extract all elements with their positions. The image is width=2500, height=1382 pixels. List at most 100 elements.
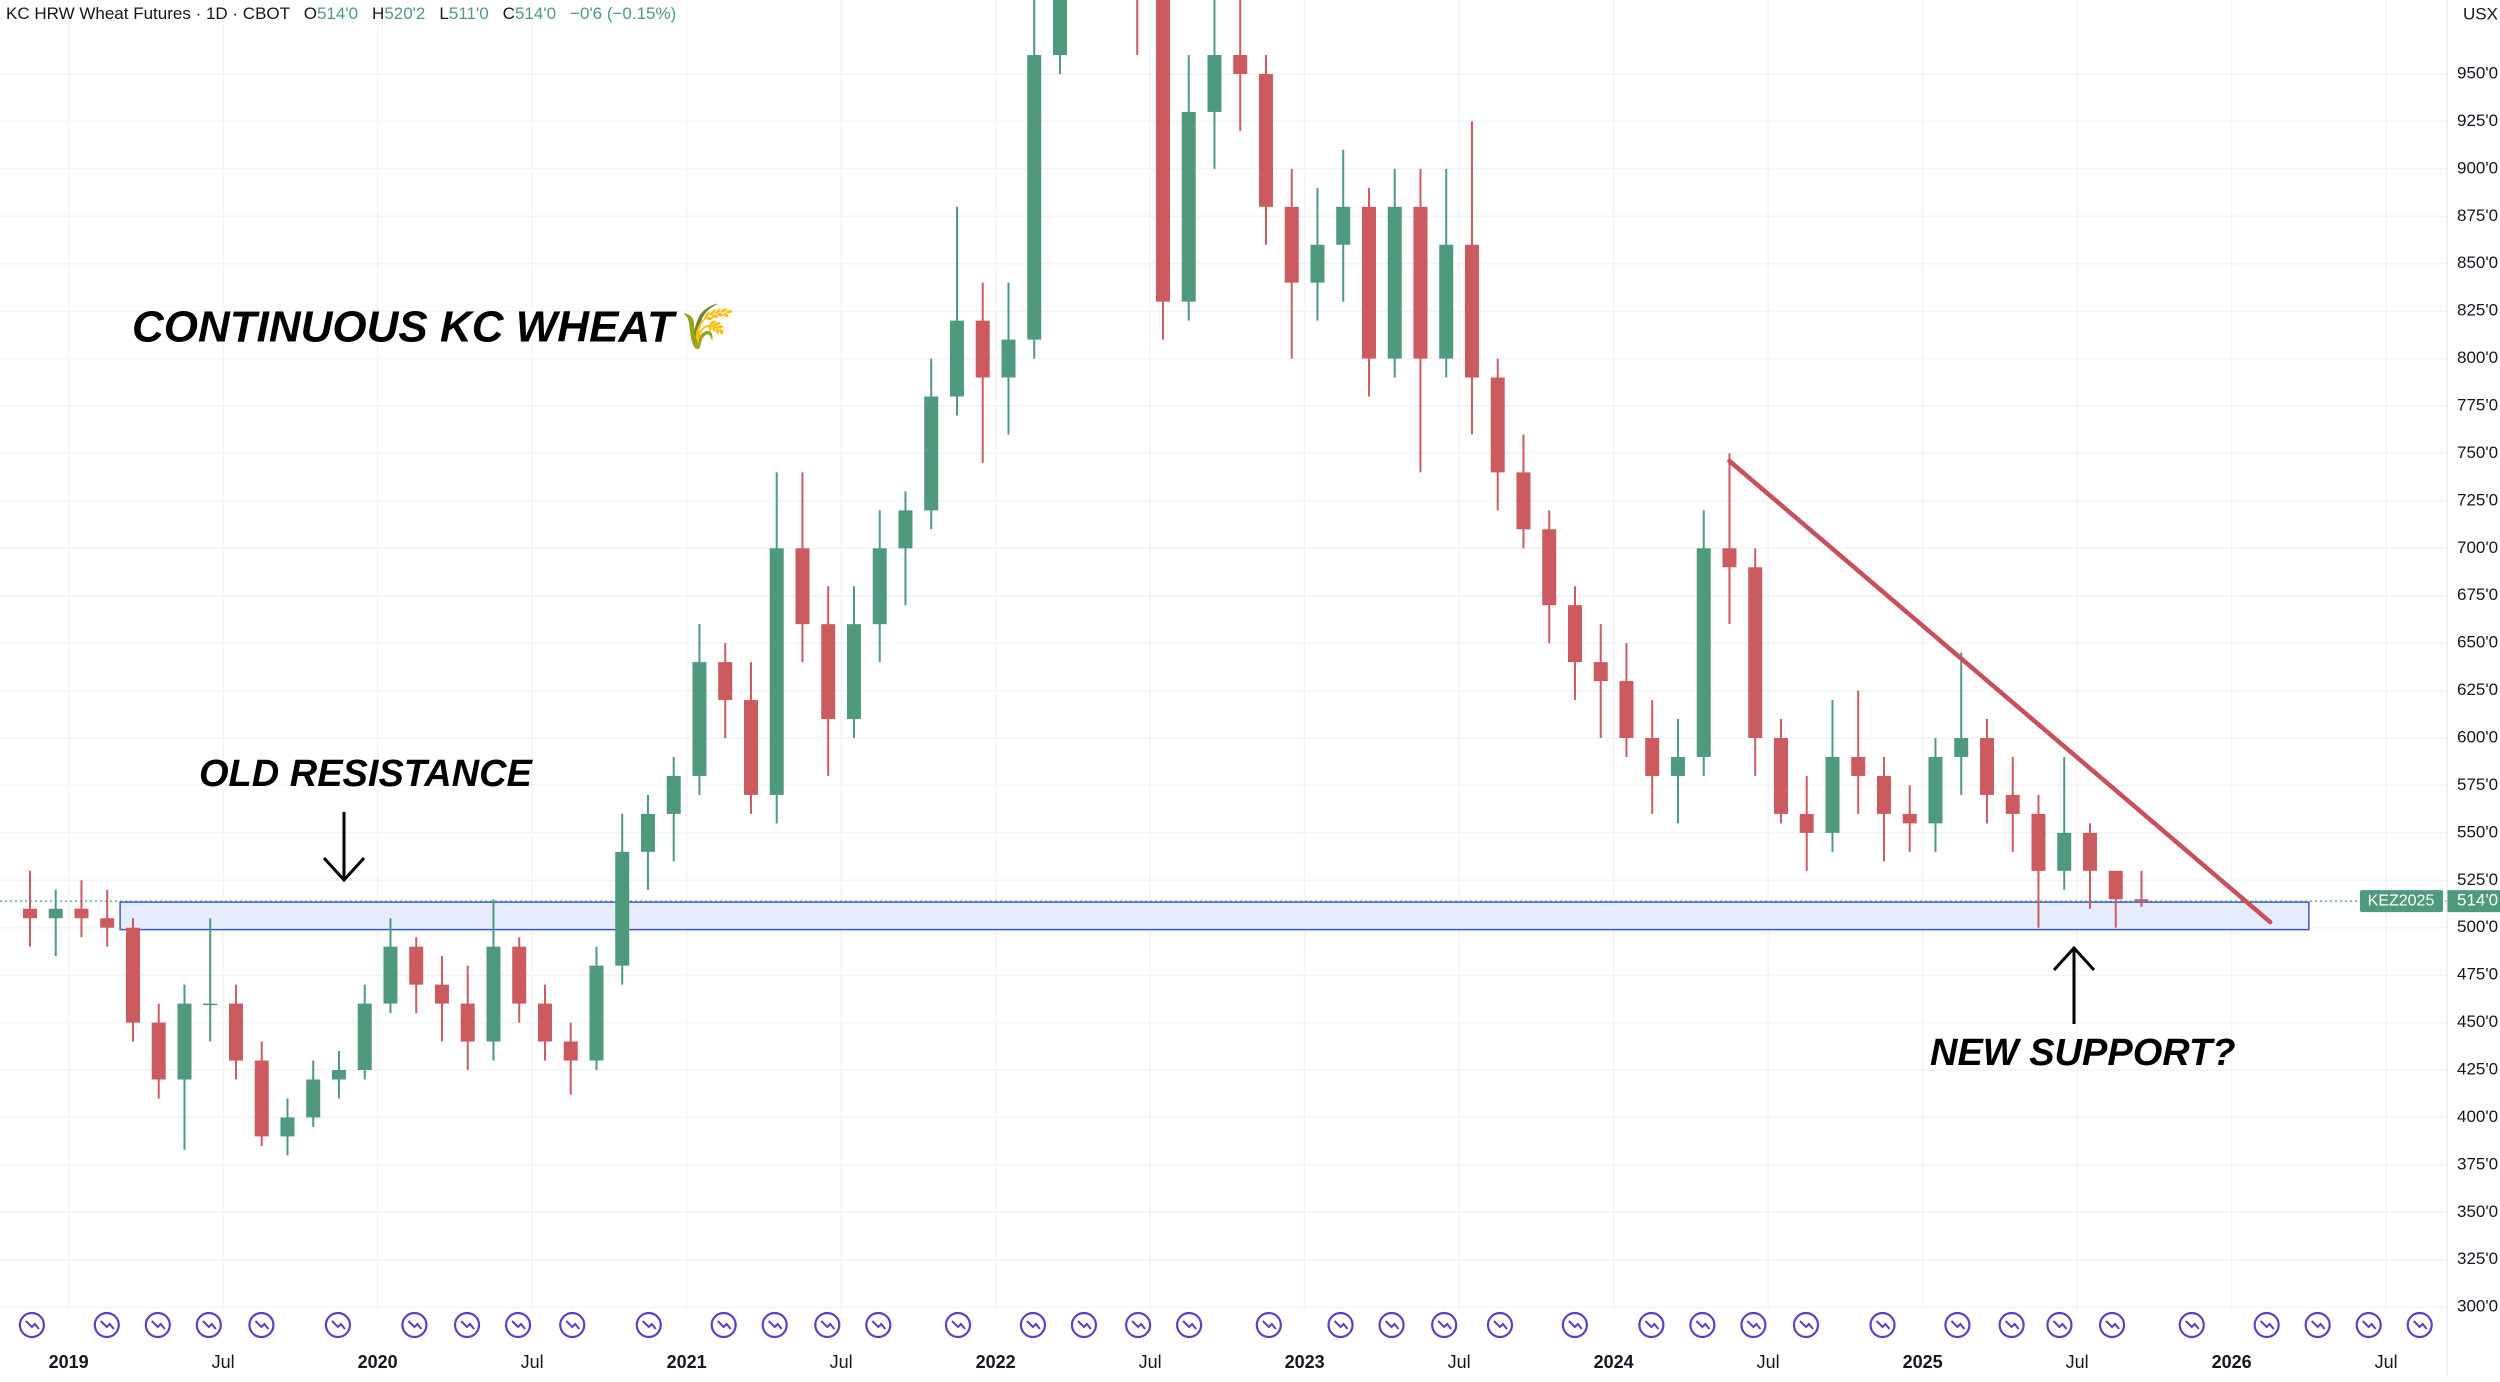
event-icon-glyph xyxy=(1695,1320,1711,1330)
event-icon xyxy=(814,1311,841,1339)
candle-body xyxy=(1207,55,1222,112)
candle-body xyxy=(1748,567,1763,739)
event-icon xyxy=(1255,1311,1282,1339)
candle-body xyxy=(537,1003,552,1042)
event-icon-glyph xyxy=(511,1320,526,1330)
event-icon xyxy=(1378,1311,1405,1339)
y-tick-label: 900'0 xyxy=(2457,158,2498,177)
event-icon xyxy=(2178,1311,2205,1339)
x-tick-label: 2026 xyxy=(2212,1352,2252,1372)
y-tick-label: 750'0 xyxy=(2457,443,2498,462)
candle-body xyxy=(769,548,784,795)
event-icon xyxy=(1944,1311,1971,1339)
header-item: O xyxy=(304,4,317,23)
candle-body xyxy=(228,1003,243,1061)
event-icon-glyph xyxy=(951,1320,966,1330)
x-tick-label: 2021 xyxy=(667,1352,707,1372)
header-item: 520'2 xyxy=(384,4,425,23)
x-tick-label: 2023 xyxy=(1285,1352,1325,1372)
candle-body xyxy=(177,1003,192,1080)
annotation: NEW SUPPORT? xyxy=(1930,1032,2235,1074)
header-item: 514'0 xyxy=(515,4,556,23)
x-tick-label: Jul xyxy=(2066,1352,2089,1372)
event-icon-glyph xyxy=(2004,1320,2020,1330)
candle-body xyxy=(512,946,527,1004)
candle-body xyxy=(1876,775,1891,814)
candle-body xyxy=(2082,832,2097,871)
event-icon xyxy=(944,1311,972,1339)
chart-title: CONTINUOUS KC WHEAT🌾 xyxy=(132,303,736,352)
header-item: H xyxy=(372,4,384,23)
y-tick-label: 575'0 xyxy=(2457,775,2498,794)
candle-body xyxy=(254,1060,269,1137)
y-tick-label: 475'0 xyxy=(2457,965,2498,984)
event-icon-glyph xyxy=(1077,1320,1092,1330)
header-item: 511'0 xyxy=(449,4,489,23)
x-tick-label: 2025 xyxy=(1903,1352,1943,1372)
event-icon-glyph xyxy=(871,1320,887,1330)
y-tick-label: 375'0 xyxy=(2457,1154,2498,1173)
x-tick-label: Jul xyxy=(2375,1352,2398,1372)
event-icon xyxy=(1869,1311,1896,1339)
event-icon xyxy=(1561,1311,1588,1339)
event-icon xyxy=(1327,1311,1354,1339)
currency: USX xyxy=(2463,4,2498,23)
candle-body xyxy=(125,927,140,1023)
candle-body xyxy=(1593,662,1608,682)
candle-body xyxy=(1851,756,1866,776)
event-icon xyxy=(324,1311,352,1339)
x-tick-label: Jul xyxy=(830,1352,853,1372)
candle-body xyxy=(1645,738,1660,776)
y-tick-label: 950'0 xyxy=(2457,63,2498,82)
y-tick-label: 600'0 xyxy=(2457,727,2498,746)
candle-body xyxy=(1439,244,1454,359)
event-icon-glyph xyxy=(202,1320,217,1330)
event-icon xyxy=(2098,1311,2126,1339)
event-icon-glyph xyxy=(1875,1320,1891,1330)
event-icon-glyph xyxy=(1384,1320,1400,1330)
y-tick-label: 550'0 xyxy=(2457,822,2498,841)
candle-body xyxy=(615,851,630,966)
event-icon xyxy=(2355,1311,2382,1339)
event-icon xyxy=(1070,1311,1098,1339)
event-icon xyxy=(504,1311,532,1339)
candle-body xyxy=(795,548,810,625)
x-tick-label: Jul xyxy=(1448,1352,1471,1372)
candle-body xyxy=(2031,813,2046,871)
event-icon xyxy=(1689,1311,1716,1339)
x-tick-label: Jul xyxy=(1757,1352,1780,1372)
event-icon-glyph xyxy=(767,1320,783,1330)
y-tick-label: 400'0 xyxy=(2457,1107,2498,1126)
event-icon xyxy=(2253,1311,2280,1339)
event-icon xyxy=(1019,1311,1047,1339)
candle-body xyxy=(589,965,604,1061)
candle-body xyxy=(151,1022,166,1080)
event-icon-glyph xyxy=(1182,1320,1197,1330)
price-tag-box xyxy=(2447,890,2500,913)
event-icon xyxy=(559,1311,586,1339)
event-icon xyxy=(248,1311,275,1339)
candle-body xyxy=(743,700,758,795)
y-tick-label: 925'0 xyxy=(2457,111,2498,130)
event-icon-glyph xyxy=(1131,1320,1146,1330)
event-icon-glyph xyxy=(1493,1320,1508,1330)
candle-body xyxy=(1001,339,1016,378)
event-icon-glyph xyxy=(1026,1320,1041,1330)
event-icon-glyph xyxy=(25,1320,40,1330)
candle-body xyxy=(1722,548,1737,568)
candle-body xyxy=(563,1041,578,1061)
candle-body xyxy=(1181,111,1196,302)
candle-body xyxy=(383,946,398,1004)
event-icon-glyph xyxy=(1950,1320,1966,1330)
candle-body xyxy=(1155,0,1170,302)
event-icon-glyph xyxy=(407,1320,423,1330)
candle-body xyxy=(846,624,861,720)
x-tick-label: 2024 xyxy=(1594,1352,1634,1372)
event-icon xyxy=(1998,1311,2025,1339)
y-tick-label: 525'0 xyxy=(2457,870,2498,889)
event-icon xyxy=(93,1311,120,1339)
event-icon xyxy=(1740,1311,1767,1339)
candle-body xyxy=(2108,870,2123,900)
event-icon-glyph xyxy=(820,1320,836,1330)
